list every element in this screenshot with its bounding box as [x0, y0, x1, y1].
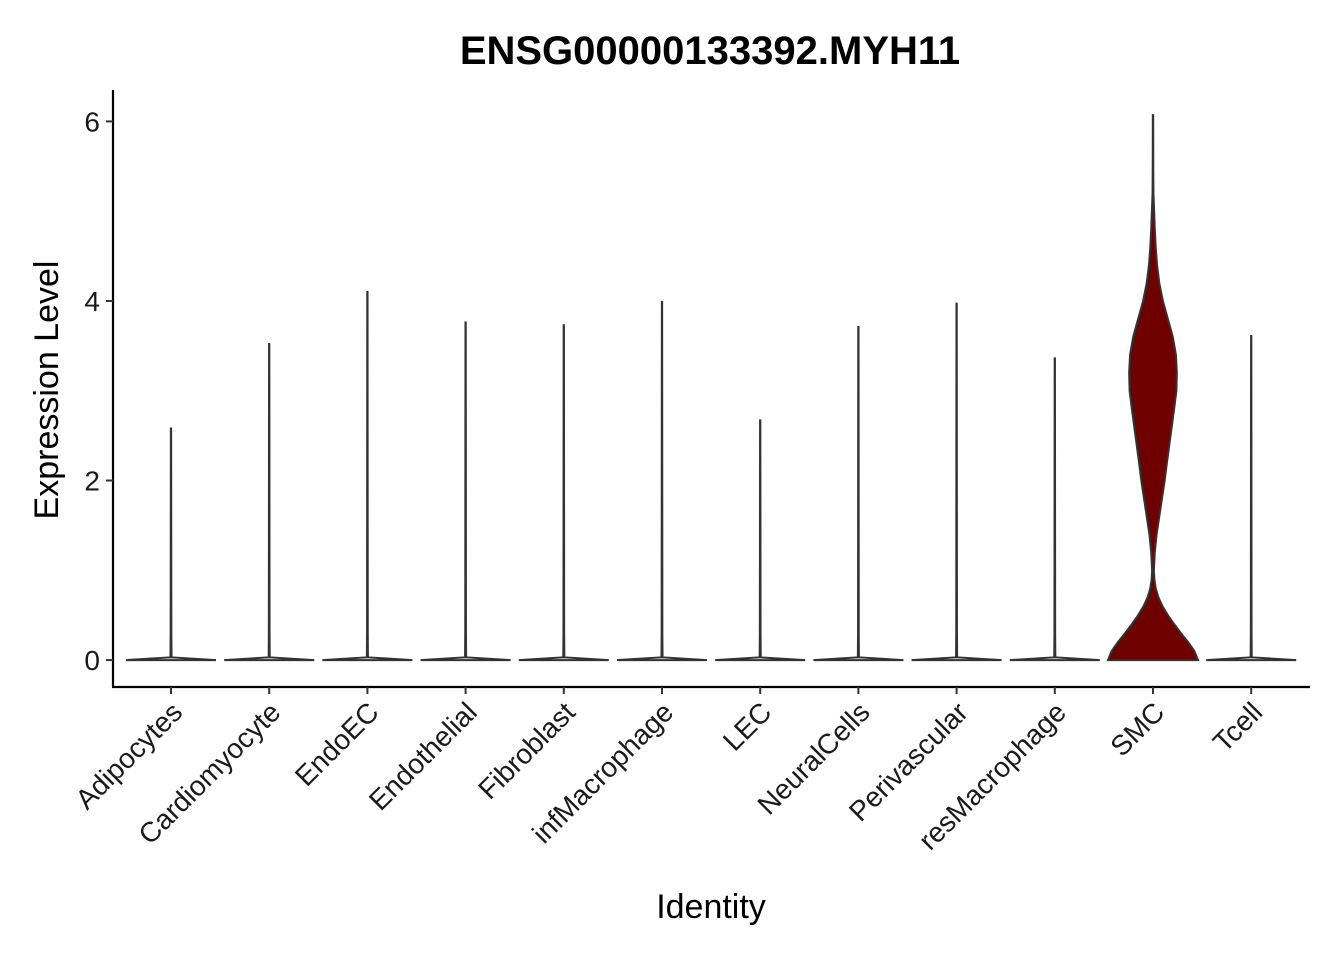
- violin-neuralcells: [813, 326, 904, 662]
- chart-title: ENSG00000133392.MYH11: [460, 29, 960, 73]
- x-tick-label: SMC: [1104, 696, 1170, 762]
- x-tick-label: Tcell: [1207, 696, 1269, 758]
- violin-infmacrophage: [616, 300, 708, 662]
- violin-tcell: [1206, 334, 1297, 662]
- x-tick-label: LEC: [717, 696, 777, 756]
- violin-fibroblast: [518, 324, 609, 662]
- y-axis: 0 2 4 6: [84, 90, 115, 687]
- violin-adipocytes: [125, 427, 217, 662]
- y-axis-title: Expression Level: [28, 261, 66, 520]
- violin-endothelial: [420, 321, 511, 662]
- violin-lec: [715, 419, 806, 662]
- x-axis-title: Identity: [656, 888, 766, 926]
- violin-resmacrophage: [1009, 357, 1100, 662]
- violin-layer: [125, 114, 1297, 662]
- violin-endoec: [322, 290, 413, 662]
- y-tick-label: 2: [84, 466, 100, 497]
- x-tick-label: Endothelial: [363, 696, 483, 816]
- x-tick-label: EndoEC: [289, 696, 385, 792]
- y-tick-label: 4: [84, 286, 100, 317]
- violin-cardiomyocyte: [224, 343, 315, 662]
- violin-smc: [1106, 114, 1200, 662]
- y-tick-label: 0: [84, 645, 100, 676]
- violin-perivascular: [911, 302, 1002, 662]
- y-tick-label: 6: [84, 106, 100, 137]
